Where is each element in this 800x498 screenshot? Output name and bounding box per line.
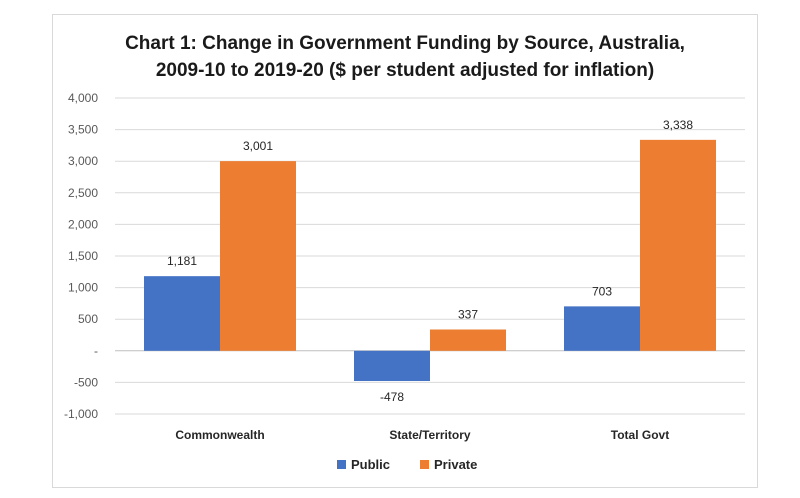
chart-title-line1: Chart 1: Change in Government Funding by… — [125, 33, 685, 54]
y-tick-label: 3,000 — [68, 154, 98, 168]
y-tick-label: -500 — [74, 375, 98, 389]
category-label: Total Govt — [611, 428, 669, 442]
chart-title-line2: 2009-10 to 2019-20 ($ per student adjust… — [155, 60, 655, 81]
data-label: 3,001 — [243, 139, 273, 153]
legend-swatch-public — [337, 460, 346, 469]
y-tick-label: 1,000 — [68, 281, 98, 295]
y-tick-label: - — [94, 344, 98, 358]
data-label: -478 — [380, 390, 404, 404]
bar-public — [354, 350, 430, 382]
category-label: State/Territory — [389, 428, 470, 442]
y-tick-label: 2,500 — [68, 186, 98, 200]
y-tick-label: 1,500 — [68, 249, 98, 263]
y-tick-label: 4,000 — [68, 91, 98, 105]
data-label: 1,181 — [167, 254, 197, 268]
legend-label-private: Private — [434, 457, 477, 472]
bar-public — [564, 306, 640, 351]
bar-private — [220, 161, 296, 351]
legend-swatch-private — [420, 460, 429, 469]
y-tick-label: -1,000 — [64, 407, 98, 421]
bar-private — [430, 329, 506, 351]
category-labels: Commonwealth State/Territory Total Govt — [175, 428, 669, 442]
bar-private — [640, 139, 716, 351]
data-label: 3,338 — [663, 118, 693, 132]
bars — [144, 139, 716, 382]
legend: Public Private — [337, 457, 477, 472]
data-label: 703 — [592, 284, 612, 298]
y-tick-label: 3,500 — [68, 123, 98, 137]
category-label: Commonwealth — [175, 428, 264, 442]
y-tick-label: 500 — [78, 312, 98, 326]
data-label: 337 — [458, 308, 478, 322]
bar-public — [144, 276, 220, 351]
legend-label-public: Public — [351, 457, 390, 472]
y-tick-label: 2,000 — [68, 217, 98, 231]
chart-title: Chart 1: Change in Government Funding by… — [52, 30, 758, 84]
y-axis-ticks: 4,000 3,500 3,000 2,500 2,000 1,500 1,000 500 - -… — [64, 91, 98, 421]
data-labels: 1,181 3,001 -478 337 703 3,338 — [167, 118, 693, 404]
